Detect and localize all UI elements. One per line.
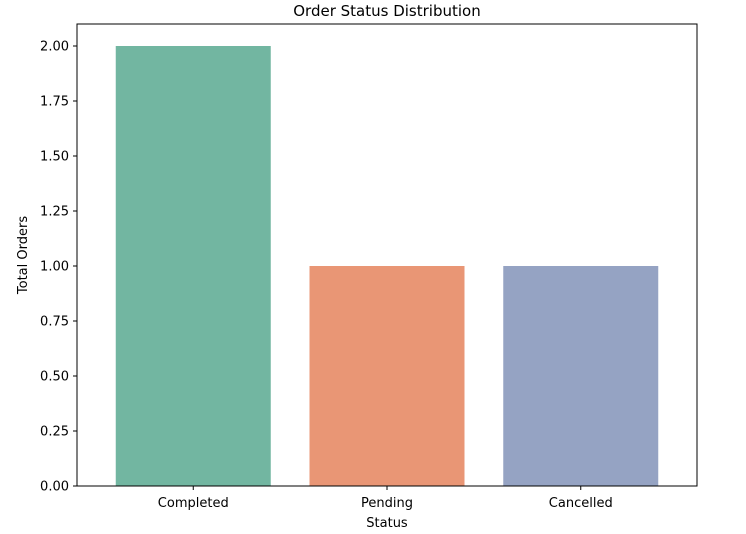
bar-cancelled bbox=[503, 266, 659, 486]
y-tick-label: 1.25 bbox=[40, 205, 69, 220]
x-tick-label-cancelled: Cancelled bbox=[549, 496, 613, 511]
x-axis-label: Status bbox=[366, 516, 408, 531]
x-tick-label-pending: Pending bbox=[361, 496, 413, 511]
y-tick-label: 1.75 bbox=[40, 95, 69, 110]
y-tick-label: 0.75 bbox=[40, 315, 69, 330]
y-axis-label: Total Orders bbox=[16, 216, 31, 295]
bar-completed bbox=[115, 46, 271, 486]
bar-pending bbox=[309, 266, 465, 486]
x-axis: Completed Pending Cancelled bbox=[158, 486, 613, 511]
y-tick-label: 1.50 bbox=[40, 150, 69, 165]
y-axis: 0.00 0.25 0.50 0.75 1.00 1.25 1.50 1.75 2.00 bbox=[40, 40, 77, 495]
y-tick-label: 1.00 bbox=[40, 260, 69, 275]
chart-title: Order Status Distribution bbox=[293, 2, 480, 20]
x-tick-label-completed: Completed bbox=[158, 496, 229, 511]
bars-group bbox=[115, 46, 659, 486]
y-tick-label: 0.25 bbox=[40, 425, 69, 440]
y-tick-label: 2.00 bbox=[40, 40, 69, 55]
y-tick-label: 0.00 bbox=[40, 480, 69, 495]
y-tick-label: 0.50 bbox=[40, 370, 69, 385]
